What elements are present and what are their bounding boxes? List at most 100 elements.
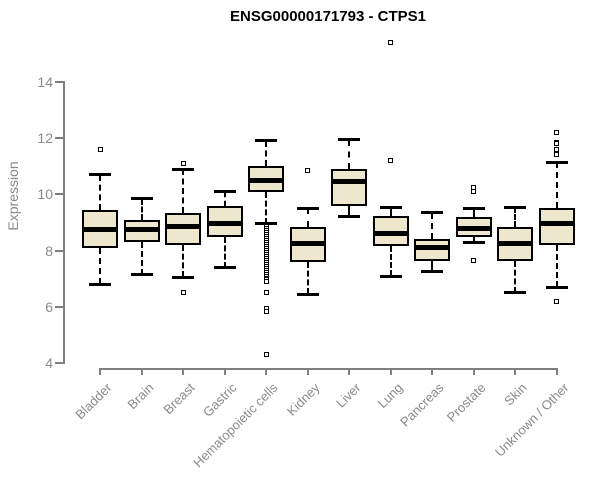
box	[206, 205, 243, 237]
x-axis-tick	[472, 368, 475, 375]
lower-whisker-cap	[130, 273, 153, 277]
upper-whisker	[265, 140, 267, 167]
median-line	[372, 231, 409, 237]
x-tick-label: Skin	[501, 380, 530, 409]
x-tick-label: Liver	[333, 380, 364, 411]
y-axis-tick	[55, 137, 63, 140]
outlier-point	[471, 258, 476, 264]
outlier-point	[471, 189, 476, 195]
upper-whisker-cap	[338, 138, 360, 141]
outlier-point	[180, 160, 186, 166]
upper-whisker	[306, 208, 309, 227]
x-tick-label: Breast	[160, 380, 198, 418]
upper-whisker	[140, 198, 143, 220]
lower-whisker	[99, 247, 101, 285]
upper-whisker	[223, 191, 226, 206]
lower-whisker-cap	[462, 240, 485, 244]
lower-whisker	[140, 242, 143, 275]
lower-whisker-cap	[89, 282, 111, 286]
upper-whisker-cap	[545, 160, 568, 164]
upper-whisker-cap	[379, 205, 402, 209]
x-axis-line	[99, 368, 558, 370]
median-line	[331, 179, 367, 185]
upper-whisker-cap	[172, 167, 194, 171]
x-axis-tick	[306, 368, 309, 375]
upper-whisker-cap	[462, 206, 485, 210]
y-tick-label: 12	[37, 130, 53, 147]
x-tick-label: Prostate	[443, 380, 489, 425]
upper-whisker-cap	[421, 211, 443, 215]
upper-whisker-cap	[89, 173, 111, 177]
lower-whisker	[306, 261, 309, 295]
outlier-point	[263, 352, 269, 358]
box	[538, 208, 575, 246]
outlier-point	[263, 279, 269, 285]
x-axis-tick	[265, 368, 267, 375]
upper-whisker-cap	[504, 205, 526, 209]
median-line	[82, 227, 118, 233]
median-line	[165, 224, 201, 230]
outlier-point	[388, 158, 393, 164]
x-axis-tick	[182, 368, 184, 375]
y-tick-label: 4	[45, 355, 53, 372]
chart-title: ENSG00000171793 - CTPS1	[230, 8, 426, 25]
y-axis-tick	[55, 306, 63, 308]
x-axis-tick	[348, 368, 350, 375]
median-line	[123, 227, 160, 233]
outlier-point	[554, 146, 559, 152]
upper-whisker-cap	[296, 206, 319, 210]
y-tick-label: 6	[45, 299, 53, 315]
lower-whisker-cap	[338, 215, 360, 219]
y-tick-label: 14	[37, 73, 53, 90]
lower-whisker-cap	[545, 285, 568, 289]
median-line	[414, 245, 450, 251]
lower-whisker-cap	[296, 292, 319, 296]
upper-whisker	[348, 139, 350, 170]
upper-whisker	[431, 212, 433, 240]
x-axis-tick	[555, 368, 558, 375]
x-tick-label: Unknown / Other	[491, 380, 572, 460]
lower-whisker	[348, 205, 350, 217]
lower-whisker	[389, 246, 392, 277]
lower-whisker-cap	[213, 266, 236, 270]
x-axis-tick	[431, 368, 433, 375]
y-axis-tick	[55, 249, 63, 252]
x-tick-label: Bladder	[72, 380, 115, 423]
y-tick-label: 8	[45, 242, 53, 259]
outlier-point	[388, 39, 393, 45]
upper-whisker-cap	[130, 197, 153, 201]
lower-whisker	[555, 245, 558, 288]
lower-whisker	[514, 260, 516, 293]
x-tick-label: Pancreas	[397, 380, 447, 430]
lower-whisker	[431, 260, 433, 272]
outlier-point	[554, 298, 559, 304]
x-axis-tick	[140, 368, 143, 375]
outlier-point	[305, 167, 310, 173]
outlier-point	[554, 152, 559, 158]
lower-whisker-cap	[255, 222, 277, 226]
y-axis-tick	[55, 362, 63, 365]
x-axis-tick	[223, 368, 226, 375]
x-tick-label: Brain	[124, 380, 157, 413]
upper-whisker	[472, 208, 475, 217]
outlier-point	[180, 290, 186, 296]
median-line	[206, 221, 243, 227]
upper-whisker-cap	[213, 190, 236, 194]
median-line	[248, 177, 284, 183]
box	[372, 215, 409, 247]
box	[331, 169, 367, 206]
upper-whisker-cap	[255, 139, 277, 143]
upper-whisker	[514, 207, 516, 227]
upper-whisker	[389, 207, 392, 216]
x-tick-label: Kidney	[283, 380, 323, 419]
y-axis-tick	[55, 193, 63, 196]
x-axis-tick	[389, 368, 392, 375]
median-line	[538, 221, 575, 227]
lower-whisker	[223, 236, 226, 268]
x-tick-label: Gastric	[199, 380, 240, 420]
x-axis-tick	[514, 368, 516, 375]
outlier-point	[263, 290, 269, 296]
outlier-point	[554, 141, 559, 147]
median-line	[455, 225, 492, 231]
